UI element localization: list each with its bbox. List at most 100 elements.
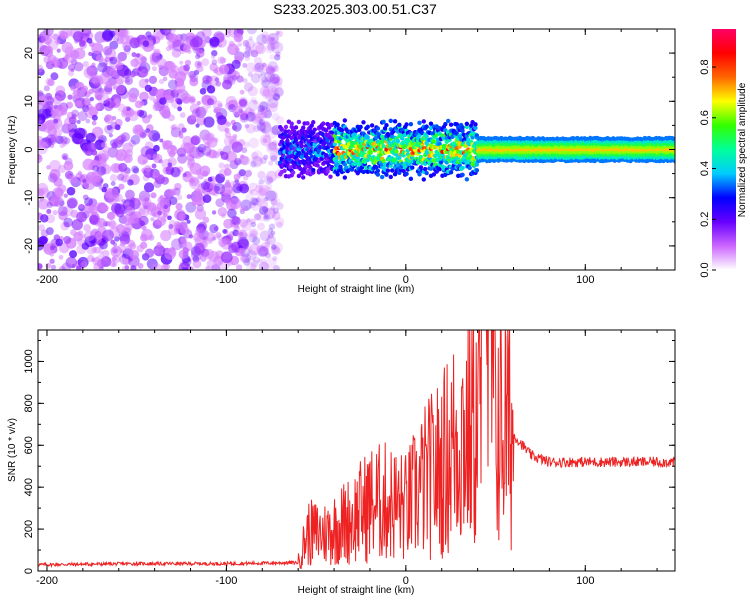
spectrogram-noise-cell (201, 58, 210, 67)
spectrogram-noise-cell (94, 232, 103, 240)
spectrogram-noise-cell (50, 110, 55, 116)
spectrogram-noise-cell (267, 61, 278, 72)
spectrogram-noise-cell (269, 53, 276, 60)
spectrogram-noise-cell (275, 30, 280, 36)
spectrogram-noise-cell (219, 57, 227, 64)
spectrogram-noise-cell (143, 205, 148, 210)
spectrogram-signal-cell (335, 172, 340, 177)
spectrogram-signal-cell (404, 122, 409, 127)
spectrogram-signal-cell (336, 152, 342, 157)
spectrogram-noise-cell (92, 75, 104, 87)
spectrogram-noise-cell (211, 59, 218, 65)
spectrogram-noise-cell (117, 59, 122, 64)
spectrogram-noise-cell (260, 111, 267, 119)
spectrogram-signal-cell (394, 149, 399, 154)
spectrogram-noise-cell (251, 151, 259, 160)
spectrogram-noise-cell (84, 236, 96, 248)
spectrogram-noise-cell (125, 116, 131, 122)
spectrogram-noise-cell (182, 241, 193, 252)
spectrogram-noise-cell (94, 139, 106, 151)
spectrogram-noise-cell (266, 186, 272, 192)
spectrogram-noise-cell (86, 254, 95, 263)
spectrogram-noise-cell (261, 120, 271, 130)
spectrogram-noise-cell (162, 76, 168, 82)
spectrogram-noise-cell (75, 82, 82, 89)
spectrogram-noise-cell (193, 188, 202, 197)
y-tick-label: 1000 (23, 349, 35, 373)
spectrogram-noise-cell (194, 151, 202, 159)
spectrogram-noise-cell (85, 132, 96, 143)
spectrogram-noise-cell (270, 75, 277, 81)
colorbar-gradient-bar (712, 29, 736, 270)
spectrogram-noise-cell (67, 70, 74, 77)
spectrogram-noise-cell (190, 113, 196, 120)
spectrogram-noise-cell (159, 29, 172, 36)
spectrogram-noise-cell (168, 150, 176, 158)
spectrogram-noise-cell (203, 178, 208, 184)
spectrogram-noise-cell (154, 171, 159, 177)
spectrogram-noise-cell (62, 140, 68, 147)
spectrogram-noise-cell (250, 218, 256, 225)
spectrogram-noise-cell (156, 242, 162, 247)
spectrogram-noise-cell (264, 132, 270, 138)
spectrogram-signal-cell (321, 121, 326, 126)
spectrogram-noise-cell (140, 145, 153, 158)
spectrogram-noise-cell (171, 123, 178, 131)
spectrogram-noise-cell (224, 131, 232, 139)
spectrogram-noise-cell (169, 145, 176, 152)
spectrogram-noise-cell (258, 184, 270, 196)
spectrogram-noise-cell (175, 202, 183, 211)
spectrogram-noise-cell (81, 85, 89, 93)
spectrogram-noise-cell (169, 196, 178, 206)
spectrogram-noise-cell (236, 186, 242, 192)
spectrogram-noise-cell (146, 258, 158, 270)
spectrogram-noise-cell (216, 115, 227, 126)
spectrogram-noise-cell (261, 62, 267, 68)
spectrogram-noise-cell (248, 233, 258, 243)
colorbar-tick-label: 0.2 (699, 212, 711, 227)
spectrogram-noise-cell (70, 85, 76, 92)
spectrogram-noise-cell (150, 263, 163, 270)
spectrogram-noise-cell (38, 224, 45, 232)
spectrogram-noise-cell (253, 124, 261, 133)
spectrogram-noise-cell (182, 266, 189, 270)
spectrogram-noise-cell (38, 182, 49, 195)
spectrogram-noise-cell (215, 173, 225, 184)
spectrogram-noise-cell (264, 67, 272, 75)
spectrogram-noise-cell (230, 119, 236, 125)
spectrogram-noise-cell (61, 262, 72, 270)
spectrogram-noise-cell (257, 105, 265, 113)
spectrogram-noise-cell (147, 132, 153, 138)
spectrogram-noise-cell (109, 260, 116, 268)
y-tick-label: 0 (23, 568, 35, 574)
spectrogram-noise-cell (255, 197, 261, 203)
spectrogram-noise-cell (230, 215, 239, 225)
y-tick-label: -20 (23, 238, 35, 254)
spectrogram-noise-cell (266, 143, 277, 154)
spectrogram-noise-cell (271, 197, 281, 207)
spectrogram-noise-cell (232, 121, 242, 132)
spectrogram-noise-cell (86, 65, 98, 77)
spectrogram-noise-cell (194, 208, 207, 220)
spectrogram-noise-cell (265, 238, 271, 244)
spectrogram-noise-cell (38, 188, 45, 197)
spectrogram-noise-cell (179, 225, 190, 235)
spectrogram-noise-cell (137, 66, 142, 72)
spectrogram-noise-cell (254, 68, 262, 76)
spectrogram-noise-cell (260, 63, 268, 71)
spectrogram-signal-cell (293, 125, 299, 130)
spectrogram-noise-cell (217, 103, 223, 108)
spectrogram-signal-cell (421, 177, 426, 182)
spectrogram-noise-cell (257, 258, 262, 263)
spectrogram-noise-cell (244, 106, 252, 114)
spectrogram-noise-cell (105, 97, 117, 109)
spectrogram-noise-cell (108, 133, 113, 138)
spectrogram-noise-cell (70, 229, 77, 236)
spectrogram-noise-cell (53, 104, 58, 109)
spectrogram-noise-cell (150, 192, 157, 199)
spectrogram-noise-cell (268, 76, 280, 88)
spectrogram-noise-cell (206, 137, 218, 148)
y-tick-label: 200 (23, 520, 35, 538)
spectrogram-noise-cell (200, 181, 210, 191)
spectrogram-signal-cell (464, 177, 470, 182)
